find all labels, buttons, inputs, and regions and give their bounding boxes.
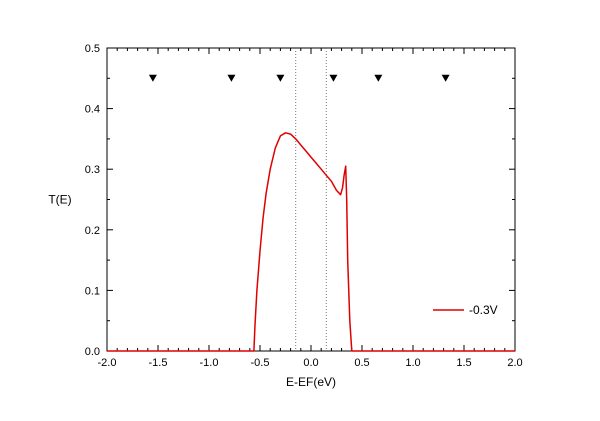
plot-frame — [106, 47, 516, 352]
x-tick-label: -0.5 — [251, 357, 270, 369]
axis-ticks — [106, 47, 516, 352]
x-tick-label: -1.0 — [200, 357, 219, 369]
series-layer — [107, 132, 515, 352]
legend-label: -0.3V — [469, 303, 498, 317]
x-tick-label: 2.0 — [507, 357, 522, 369]
x-tick-label: -2.0 — [98, 357, 117, 369]
legend: -0.3V — [433, 303, 498, 317]
reference-lines — [295, 48, 327, 351]
x-tick-label: 1.0 — [405, 357, 420, 369]
down-triangle-marker — [441, 74, 450, 82]
y-tick-label: 0.0 — [85, 346, 100, 358]
down-triangle-marker — [148, 74, 157, 82]
y-tick-label: 0.2 — [85, 225, 100, 237]
y-tick-label: 0.4 — [85, 104, 100, 116]
down-triangle-marker — [227, 74, 236, 82]
x-axis-title: E-EF(eV) — [286, 375, 336, 389]
down-triangle-marker — [374, 74, 383, 82]
x-tick-label: 0.5 — [354, 357, 369, 369]
y-tick-label: 0.3 — [85, 164, 100, 176]
y-axis-title: T(E) — [48, 193, 71, 207]
down-triangle-marker — [276, 74, 285, 82]
tick-labels: -2.0 -1.5 -1.0 -0.5 0.0 0.5 1.0 1.5 2.0 0.0 0.1 0.2… — [85, 43, 523, 369]
series-line — [107, 132, 515, 352]
marker-layer — [148, 74, 450, 82]
y-tick-label: 0.5 — [85, 43, 100, 55]
x-tick-label: 0.0 — [303, 357, 318, 369]
y-tick-label: 0.1 — [85, 285, 100, 297]
x-tick-label: -1.5 — [149, 357, 168, 369]
down-triangle-marker — [329, 74, 338, 82]
x-tick-label: 1.5 — [456, 357, 471, 369]
